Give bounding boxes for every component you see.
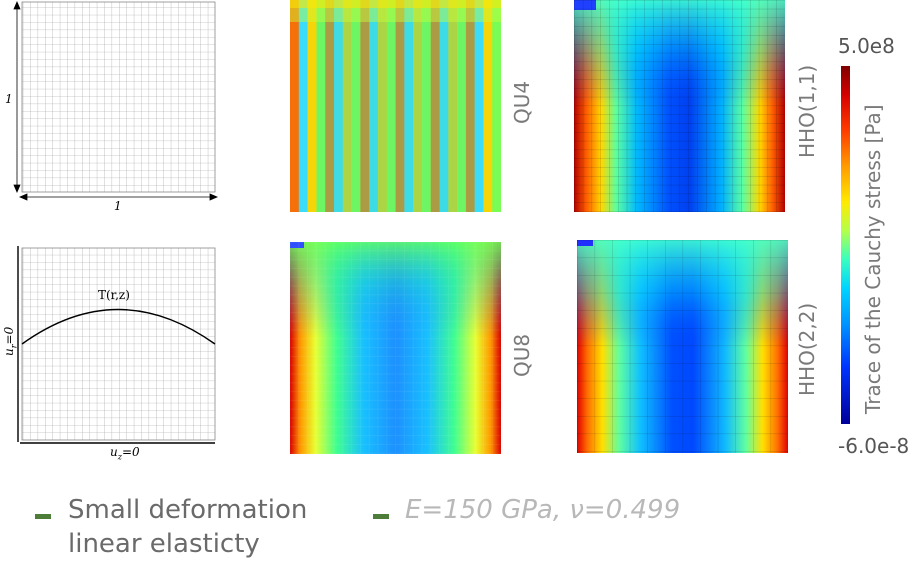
hho22-field-plot xyxy=(577,240,788,453)
colorbar-max-label: 5.0e8 xyxy=(838,34,895,58)
qu4-stripe xyxy=(369,0,379,212)
qu4-stripe xyxy=(421,0,431,212)
qu4-stripe xyxy=(465,0,475,212)
bullet-icon xyxy=(373,514,389,519)
qu4-label: QU4 xyxy=(510,80,534,124)
qu4-stripe xyxy=(439,0,449,212)
qu4-stripe xyxy=(298,0,308,212)
boundary-condition-panel xyxy=(17,246,216,444)
caption-parameters: E=150 GPa, ν=0.499 xyxy=(405,495,681,525)
hho11-field-plot xyxy=(574,0,785,212)
bottom-bc-label: uz=0 xyxy=(110,445,140,462)
load-curve xyxy=(21,308,216,345)
horizontal-dimension-label: 1 xyxy=(114,199,122,213)
qu4-stripe xyxy=(333,0,344,212)
colorbar xyxy=(841,66,850,424)
qu4-stripe xyxy=(290,0,300,212)
vertical-dimension-arrow xyxy=(13,0,21,194)
qu4-stripe xyxy=(377,0,388,212)
colorbar-min-label: -6.0e-8 xyxy=(838,434,910,458)
qu4-stripe xyxy=(351,0,361,212)
mesh-panel xyxy=(13,0,219,201)
caption-line-2: linear elasticty xyxy=(68,529,260,559)
load-label: T(r,z) xyxy=(98,288,130,302)
qu4-stripe xyxy=(448,0,458,212)
bullet-icon xyxy=(35,514,51,519)
qu4-field-plot xyxy=(290,0,501,212)
qu4-stripe xyxy=(430,0,440,212)
left-bc-label: ur=0 xyxy=(2,326,19,356)
qu8-label: QU8 xyxy=(510,333,534,377)
qu4-stripe xyxy=(413,0,423,212)
qu8-field-plot xyxy=(290,242,501,454)
hho22-label: HHO(2,2) xyxy=(795,302,819,396)
horizontal-dimension-arrow xyxy=(18,193,219,201)
caption-line-1: Small deformation xyxy=(68,495,308,525)
qu4-stripe xyxy=(360,0,370,212)
hho11-label: HHO(1,1) xyxy=(795,64,819,158)
qu4-stripe xyxy=(386,0,396,212)
qu4-stripe xyxy=(325,0,335,212)
qu4-stripe xyxy=(474,0,484,212)
qu4-stripe xyxy=(457,0,467,212)
qu4-stripe xyxy=(404,0,414,212)
qu4-stripe xyxy=(316,0,326,212)
qu4-stripe xyxy=(342,0,352,212)
qu4-stripe xyxy=(483,0,493,212)
qu4-stripe xyxy=(492,0,501,212)
vertical-dimension-label: 1 xyxy=(5,92,13,106)
qu4-stripe xyxy=(395,0,405,212)
qu4-stripe xyxy=(307,0,317,212)
colorbar-title: Trace of the Cauchy stress [Pa] xyxy=(861,104,885,414)
